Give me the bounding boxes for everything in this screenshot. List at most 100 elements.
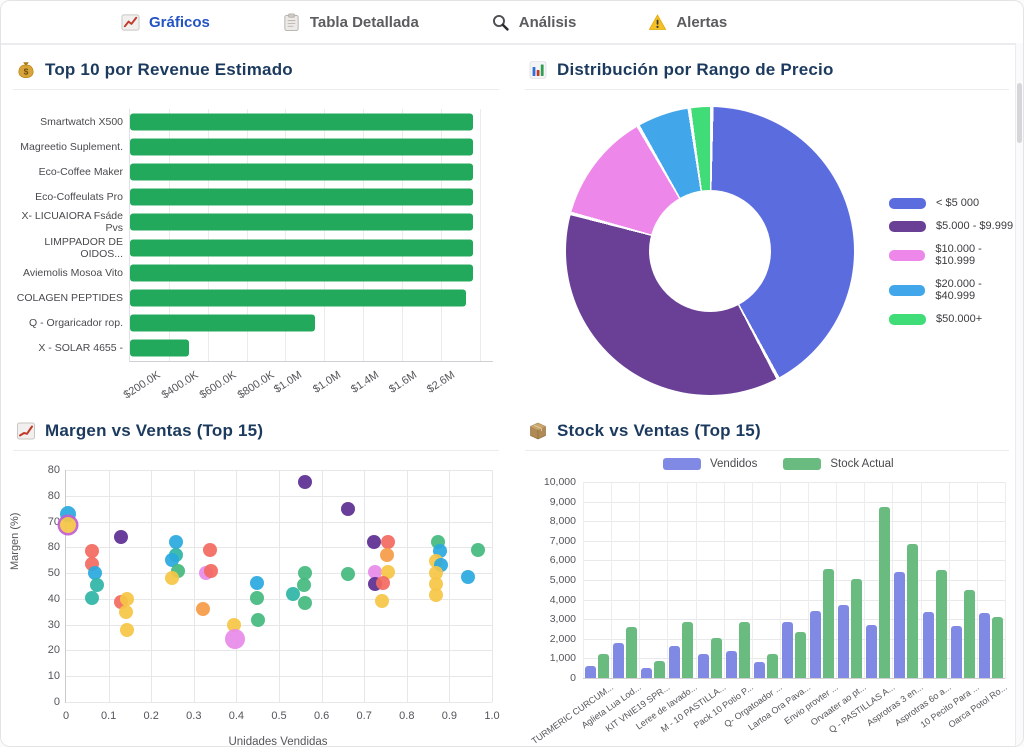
scatter-point — [366, 534, 381, 549]
tab-label: Tabla Detallada — [309, 13, 419, 31]
scatter-point — [379, 548, 394, 563]
legend-item[interactable]: Vendidos — [663, 458, 757, 470]
scrollbar[interactable] — [1015, 43, 1023, 746]
gridline — [583, 658, 1005, 660]
stock-bar — [766, 653, 778, 678]
vendidos-bar — [978, 613, 990, 678]
tab-graficos[interactable]: Gráficos — [121, 13, 210, 32]
scatter-point — [196, 602, 211, 617]
legend-item[interactable]: $10.000 - $10.999 — [889, 243, 1023, 267]
scatter-point — [375, 594, 390, 609]
money-bag-icon: $ — [16, 60, 36, 80]
stock-bar — [907, 543, 919, 678]
vendidos-bar — [781, 622, 793, 678]
category-label: Aviemolis Mosoa Vito — [23, 266, 123, 279]
gridline — [976, 482, 978, 678]
gridline — [583, 560, 1005, 562]
gridline — [583, 599, 1005, 601]
legend-item[interactable]: < $5 000 — [889, 197, 1023, 209]
scatter-point — [376, 576, 391, 591]
gridline — [751, 482, 753, 678]
scatter-point — [60, 517, 77, 534]
panel-stock: Stock vs Ventas (Top 15) Vendidos Stock A… — [513, 406, 1023, 746]
legend-swatch — [663, 458, 701, 470]
gridline — [168, 109, 170, 361]
revenue-bar — [130, 163, 473, 181]
category-label: Eco-Coffee Maker — [38, 166, 123, 178]
vendidos-bar — [838, 605, 850, 678]
warning-icon — [648, 13, 667, 32]
legend-label: $5.000 - $9.999 — [936, 220, 1014, 232]
legend-label: $10.000 - $10.999 — [935, 243, 982, 267]
y-tick-label: 0 — [53, 696, 60, 708]
panel-revenue-header: $ Top 10 por Revenue Estimado — [1, 45, 513, 89]
revenue-bar — [130, 239, 473, 257]
vendidos-bar — [753, 662, 765, 678]
divider — [525, 89, 1009, 90]
gridline — [583, 501, 1005, 503]
vendidos-bar — [894, 572, 906, 678]
legend-item[interactable]: $20.000 - $40.999 — [889, 278, 1023, 302]
category-label: Q - Orgaricador rop. — [29, 317, 123, 330]
gridline — [66, 702, 492, 703]
x-tick-label: 0.2 — [143, 710, 159, 722]
category-label: Magreetio Suplement. — [20, 140, 123, 153]
scatter-point — [297, 474, 312, 489]
legend-item[interactable]: $5.000 - $9.999 — [889, 220, 1023, 232]
panel-revenue: $ Top 10 por Revenue Estimado Smartwatch… — [1, 45, 513, 406]
bar-group: Pack 10 Potio P... — [692, 482, 756, 731]
divider — [525, 450, 1009, 451]
x-tick-label: $600.0K — [197, 369, 239, 402]
y-tick-label: 50 — [47, 567, 60, 580]
gridline — [583, 482, 1005, 483]
stock-plot-area: 10,000 9,000 8,000 7,000 6,000 5,000 4,000 3,00… — [529, 476, 1008, 746]
revenue-bar — [130, 113, 473, 131]
price-donut-chart — [566, 107, 854, 395]
divider — [13, 89, 499, 90]
legend-item[interactable]: Stock Actual — [783, 458, 894, 470]
bar-group: Q- Orgatoador ... — [722, 482, 784, 729]
y-tick-label: 9,000 — [549, 495, 576, 508]
scatter-point — [90, 577, 105, 592]
category-label: Smartwatch X500 — [40, 115, 123, 128]
revenue-bar — [130, 314, 315, 332]
x-tick-label: 0.9 — [441, 710, 458, 722]
gridline — [406, 470, 408, 702]
scatter-point — [428, 566, 443, 581]
stock-bar — [935, 570, 947, 678]
x-tick-label: 0.4 — [228, 710, 245, 722]
category-label: COLAGEN PEPTIDES — [16, 292, 123, 304]
tab-alertas[interactable]: Alertas — [648, 13, 727, 32]
panel-title: Distribución por Rango de Precio — [557, 60, 834, 79]
panel-price-header: Distribución por Rango de Precio — [513, 45, 1023, 89]
revenue-bar — [130, 188, 473, 206]
x-tick-label: 0.3 — [186, 710, 202, 722]
scatter-point — [296, 578, 311, 593]
y-tick-label: 0 — [570, 672, 576, 684]
gridline — [279, 470, 280, 702]
gridline — [449, 470, 451, 702]
legend-item[interactable]: $50.000+ — [889, 313, 1023, 325]
category-label: X - SOLAR 4655 - — [38, 342, 123, 355]
y-tick-label: 80 — [47, 541, 60, 554]
panel-price-distribution: Distribución por Rango de Precio < $5 00… — [513, 45, 1023, 406]
gridline — [108, 470, 110, 702]
stock-bar — [598, 653, 609, 678]
package-icon — [528, 421, 548, 441]
revenue-plot-area — [129, 109, 493, 362]
scatter-point — [119, 623, 134, 638]
tab-analisis[interactable]: Análisis — [491, 13, 576, 32]
margin-scatter-chart: Margen (%) 80 80 70 80 50 40 30 20 10 0 0 0.1 0.2 0.3… — [1, 458, 501, 746]
panel-title: Stock vs Ventas (Top 15) — [557, 421, 761, 440]
tab-tabla-detallada[interactable]: Tabla Detallada — [282, 12, 419, 32]
gridline — [948, 482, 950, 678]
bar-chart-icon — [528, 60, 548, 80]
scrollbar-thumb[interactable] — [1017, 83, 1022, 143]
y-tick-label: 3,000 — [549, 613, 576, 626]
legend-swatch — [889, 197, 926, 209]
gridline — [920, 482, 922, 678]
donut-hole — [649, 190, 771, 312]
tab-bar: Gráficos Tabla Detallada Análisis Alerta… — [1, 1, 1023, 45]
gridline — [723, 482, 725, 678]
gridline — [363, 109, 365, 361]
